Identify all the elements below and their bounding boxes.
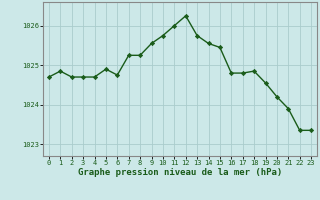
- X-axis label: Graphe pression niveau de la mer (hPa): Graphe pression niveau de la mer (hPa): [78, 168, 282, 177]
